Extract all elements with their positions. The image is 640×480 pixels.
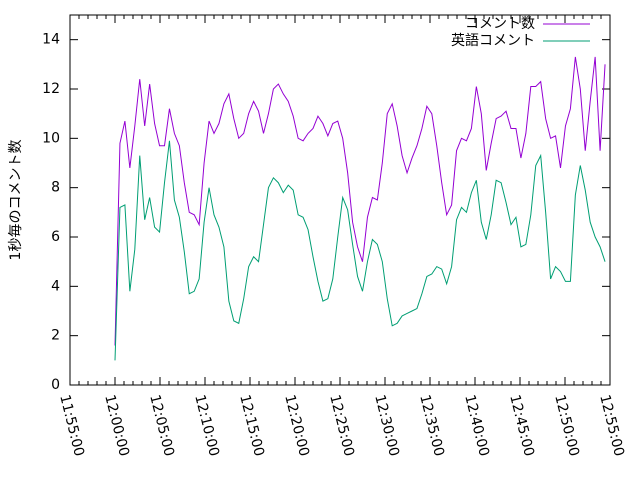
y-tick-label: 4 [51,278,60,294]
y-tick-label: 0 [51,377,60,393]
y-tick-label: 12 [42,81,60,97]
x-tick-label: 12:10:00 [191,393,222,458]
x-tick-label: 12:15:00 [236,393,267,458]
y-tick-label: 14 [42,32,60,48]
x-tick-label: 12:35:00 [416,393,447,458]
series-line [114,140,606,361]
y-tick-label: 10 [42,130,60,146]
y-axis-label: 1秒毎のコメント数 [8,140,24,261]
y-tick-label: 8 [51,180,60,196]
x-tick-label: 12:40:00 [461,393,492,458]
legend-label: コメント数 [465,16,535,32]
x-tick-label: 12:00:00 [101,393,132,458]
x-tick-label: 12:50:00 [551,393,582,458]
y-tick-label: 6 [51,229,60,245]
legend-label: 英語コメント [451,32,535,49]
series-line [114,56,606,346]
x-tick-label: 12:20:00 [281,393,312,458]
x-tick-label: 12:55:00 [596,393,627,458]
x-tick-label: 12:25:00 [326,393,357,458]
plot-frame [69,14,611,386]
x-tick-label: 11:55:00 [56,393,87,458]
x-tick-label: 12:05:00 [146,393,177,458]
x-tick-label: 12:30:00 [371,393,402,458]
x-tick-label: 12:45:00 [506,393,537,458]
y-tick-label: 2 [51,328,60,344]
